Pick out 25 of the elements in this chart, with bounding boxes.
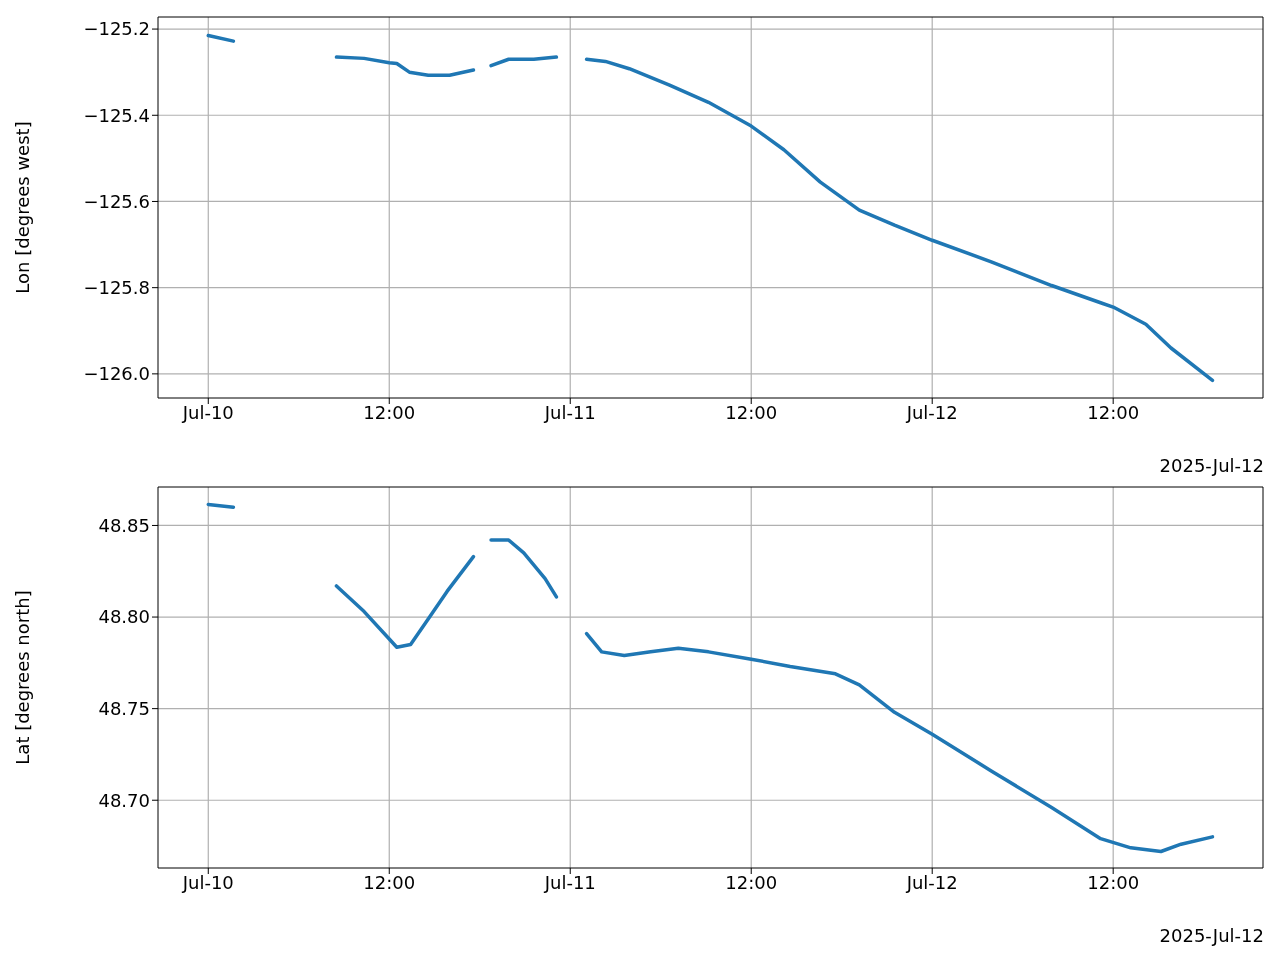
x-tick-label: 12:00 bbox=[1087, 871, 1140, 893]
text: 2025-Jul-12 bbox=[1159, 455, 1264, 476]
x-tick-label: 12:00 bbox=[1087, 401, 1140, 423]
y-axis-title: Lat [degrees north] bbox=[12, 590, 34, 765]
y-axis-title: Lon [degrees west] bbox=[12, 121, 34, 294]
x-tick-label: Jul-12 bbox=[905, 401, 958, 423]
x-tick-label: Jul-10 bbox=[181, 871, 234, 893]
y-tick-label: 48.70 bbox=[98, 789, 150, 811]
y-tick-label: −126.0 bbox=[83, 363, 150, 385]
text: 2025-Jul-12 bbox=[1159, 925, 1264, 946]
x-tick-label: Jul-11 bbox=[543, 401, 596, 423]
y-tick-label: −125.2 bbox=[83, 18, 150, 40]
x-tick-label: Jul-12 bbox=[905, 871, 958, 893]
y-tick-label: −125.6 bbox=[83, 190, 150, 212]
y-tick-label: 48.80 bbox=[98, 606, 150, 628]
y-tick-label: 48.85 bbox=[98, 514, 150, 536]
x-tick-label: Jul-10 bbox=[181, 401, 234, 423]
x-tick-label: 12:00 bbox=[725, 871, 778, 893]
y-tick-label: −125.4 bbox=[83, 104, 150, 126]
x-tick-label: 12:00 bbox=[725, 401, 778, 423]
y-tick-label: −125.8 bbox=[83, 277, 150, 299]
y-tick-label: 48.75 bbox=[98, 698, 150, 720]
x-tick-label: 12:00 bbox=[363, 871, 416, 893]
x-tick-label: 12:00 bbox=[363, 401, 416, 423]
x-tick-label: Jul-11 bbox=[543, 871, 596, 893]
